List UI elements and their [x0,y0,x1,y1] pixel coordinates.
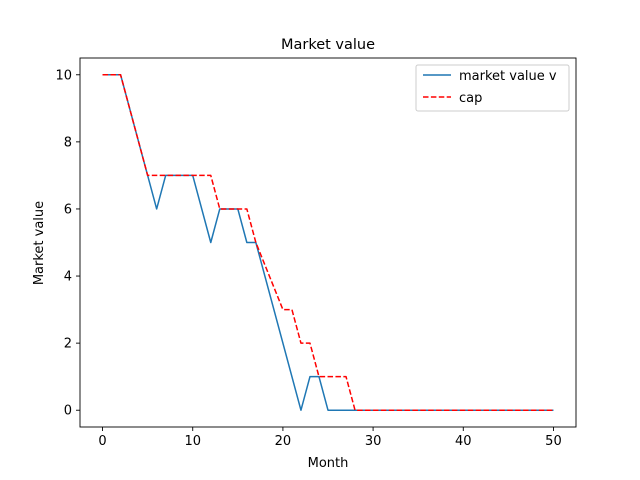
x-tick-label: 50 [545,434,562,449]
x-tick-label: 0 [98,434,106,449]
y-axis-label: Market value [32,201,47,285]
y-tick-label: 2 [64,337,72,352]
legend-label-cap: cap [459,91,482,106]
y-axis-ticks: 0 2 4 6 8 10 [55,68,80,419]
y-tick-label: 4 [64,270,72,285]
x-tick-label: 30 [365,434,382,449]
x-tick-label: 20 [275,434,292,449]
y-tick-label: 6 [64,202,72,217]
chart-title: Market value [281,37,375,53]
x-tick-label: 40 [455,434,472,449]
legend: market value v cap [415,64,570,112]
x-tick-label: 10 [184,434,201,449]
y-tick-label: 0 [64,404,72,419]
x-axis-ticks: 0 10 20 30 40 50 [98,427,562,449]
plot-frame [79,57,577,428]
series-line-1 [102,74,554,411]
legend-label-market-value: market value v [459,69,557,84]
y-tick-label: 10 [55,68,72,83]
legend-box [415,64,570,112]
x-axis-label: Month [308,456,349,471]
plot-lines [102,74,554,411]
y-tick-label: 8 [64,135,72,150]
